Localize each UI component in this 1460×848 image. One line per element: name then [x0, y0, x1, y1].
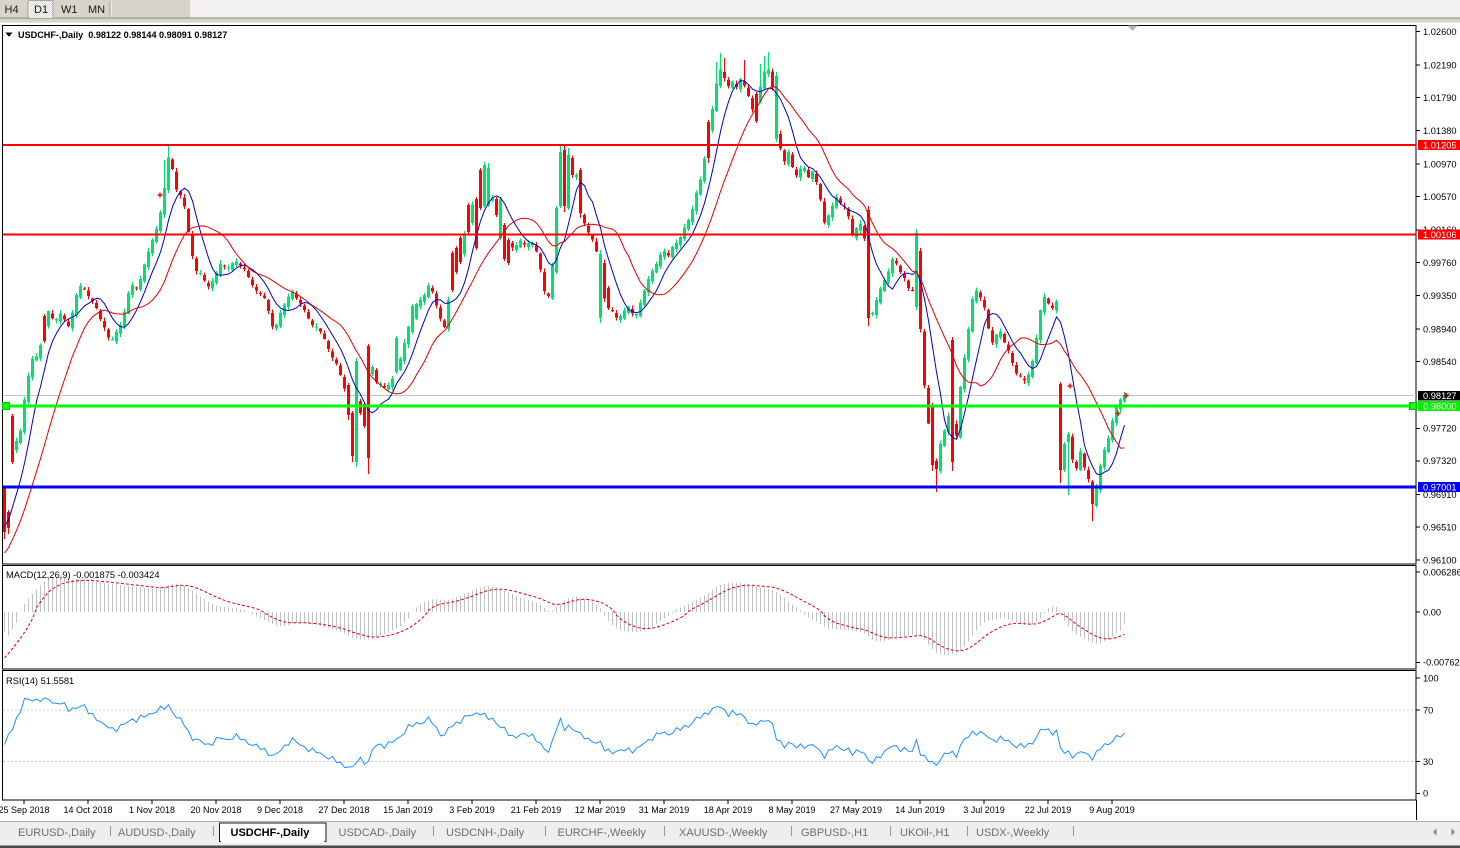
svg-text:0.97720: 0.97720	[1423, 424, 1457, 434]
svg-text:0.006286: 0.006286	[1423, 567, 1460, 577]
svg-text:15 Jan 2019: 15 Jan 2019	[383, 805, 433, 815]
svg-text:14 Jun 2019: 14 Jun 2019	[895, 805, 945, 815]
svg-text:0.98000: 0.98000	[1423, 401, 1457, 411]
svg-text:100: 100	[1423, 674, 1439, 684]
svg-text:USDCHF-,Daily: USDCHF-,Daily	[231, 827, 311, 839]
svg-text:27 May 2019: 27 May 2019	[830, 805, 882, 815]
svg-text:USDCAD-,Daily: USDCAD-,Daily	[339, 827, 417, 839]
svg-text:14 Oct 2018: 14 Oct 2018	[63, 805, 112, 815]
svg-text:9 Aug 2019: 9 Aug 2019	[1089, 805, 1135, 815]
svg-text:MACD(12,26,9) -0.001875 -0.003: MACD(12,26,9) -0.001875 -0.003424	[6, 570, 160, 580]
svg-text:8 May 2019: 8 May 2019	[768, 805, 815, 815]
svg-text:22 Jul 2019: 22 Jul 2019	[1025, 805, 1072, 815]
svg-text:H4: H4	[5, 4, 19, 16]
svg-text:1.02600: 1.02600	[1423, 27, 1457, 37]
svg-text:25 Sep 2018: 25 Sep 2018	[0, 805, 50, 815]
svg-text:30: 30	[1423, 757, 1433, 767]
svg-text:0.96510: 0.96510	[1423, 523, 1457, 533]
svg-text:0.98940: 0.98940	[1423, 324, 1457, 334]
svg-text:W1: W1	[61, 4, 78, 16]
svg-text:21 Feb 2019: 21 Feb 2019	[511, 805, 562, 815]
svg-text:1.00970: 1.00970	[1423, 159, 1457, 169]
svg-text:EURUSD-,Daily: EURUSD-,Daily	[18, 827, 96, 839]
svg-text:3 Jul 2019: 3 Jul 2019	[963, 805, 1005, 815]
svg-text:0.97320: 0.97320	[1423, 456, 1457, 466]
svg-text:GBPUSD-,H1: GBPUSD-,H1	[801, 827, 868, 839]
svg-text:3 Feb 2019: 3 Feb 2019	[449, 805, 495, 815]
svg-text:D1: D1	[34, 4, 48, 16]
svg-text:0.98540: 0.98540	[1423, 357, 1457, 367]
svg-text:9 Dec 2018: 9 Dec 2018	[257, 805, 303, 815]
svg-text:0.96910: 0.96910	[1423, 490, 1457, 500]
svg-text:12 Mar 2019: 12 Mar 2019	[575, 805, 626, 815]
svg-text:20 Nov 2018: 20 Nov 2018	[190, 805, 241, 815]
svg-text:RSI(14) 51.5581: RSI(14) 51.5581	[6, 676, 74, 686]
svg-text:70: 70	[1423, 706, 1433, 716]
svg-text:0.99350: 0.99350	[1423, 291, 1457, 301]
svg-text:USDCNH-,Daily: USDCNH-,Daily	[446, 827, 525, 839]
svg-text:MN: MN	[88, 4, 105, 16]
svg-text:USDCHF-,Daily 0.98122 0.98144: USDCHF-,Daily 0.98122 0.98144 0.98091 0.…	[18, 30, 227, 40]
svg-text:0.00: 0.00	[1423, 607, 1441, 617]
svg-text:0.97001: 0.97001	[1423, 482, 1457, 492]
svg-text:1.00570: 1.00570	[1423, 192, 1457, 202]
svg-text:0.98127: 0.98127	[1423, 391, 1457, 401]
svg-text:1.01205: 1.01205	[1423, 140, 1457, 150]
svg-text:1.01790: 1.01790	[1423, 93, 1457, 103]
svg-text:18 Apr 2019: 18 Apr 2019	[704, 805, 753, 815]
svg-text:USDX-,Weekly: USDX-,Weekly	[976, 827, 1050, 839]
svg-text:0: 0	[1423, 789, 1428, 799]
svg-text:EURCHF-,Weekly: EURCHF-,Weekly	[558, 827, 647, 839]
svg-text:XAUUSD-,Weekly: XAUUSD-,Weekly	[679, 827, 768, 839]
svg-text:1.00106: 1.00106	[1423, 230, 1457, 240]
svg-text:UKOil-,H1: UKOil-,H1	[900, 827, 950, 839]
svg-text:1.02190: 1.02190	[1423, 60, 1457, 70]
svg-text:1 Nov 2018: 1 Nov 2018	[129, 805, 175, 815]
svg-text:AUDUSD-,Daily: AUDUSD-,Daily	[118, 827, 196, 839]
svg-text:0.99760: 0.99760	[1423, 258, 1457, 268]
svg-text:27 Dec 2018: 27 Dec 2018	[318, 805, 369, 815]
svg-text:-0.00762: -0.00762	[1423, 658, 1460, 668]
svg-text:1.01380: 1.01380	[1423, 126, 1457, 136]
svg-text:0.96100: 0.96100	[1423, 556, 1457, 566]
svg-text:31 Mar 2019: 31 Mar 2019	[639, 805, 690, 815]
